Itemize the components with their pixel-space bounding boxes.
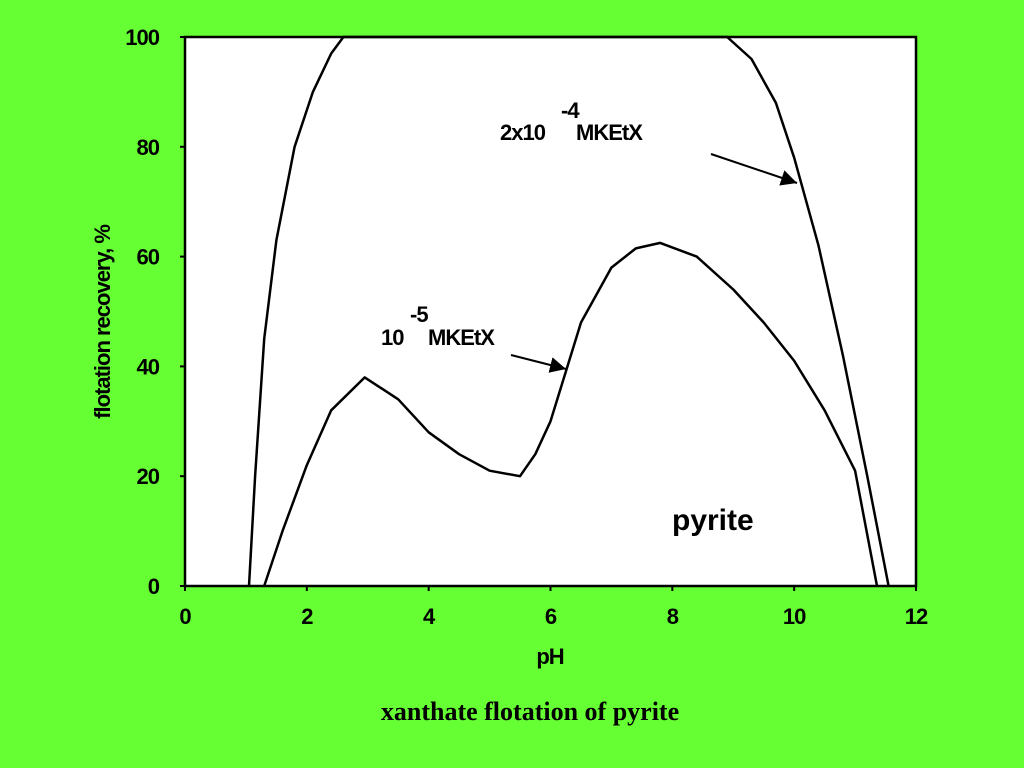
- arrow: [710, 153, 798, 186]
- annotation-exponent: -4: [561, 98, 580, 123]
- x-tick-label: 6: [545, 604, 557, 629]
- x-tick-label: 0: [179, 604, 191, 629]
- y-tick-label: 20: [137, 464, 160, 489]
- annotation-unit: MKEtX: [428, 325, 495, 350]
- x-tick-label: 12: [905, 604, 928, 629]
- x-tick-label: 2: [301, 604, 313, 629]
- annotation: pyrite: [672, 504, 754, 537]
- plot-area: [183, 35, 918, 588]
- y-tick-label: 80: [137, 135, 160, 160]
- x-tick-label: 8: [667, 604, 679, 629]
- x-tick-label: 10: [783, 604, 806, 629]
- x-tick-label: 4: [423, 604, 436, 629]
- arrow: [510, 354, 567, 373]
- annotation-exponent: -5: [410, 302, 428, 327]
- annotation-base: 10: [381, 325, 404, 350]
- plot: [247, 35, 890, 587]
- annotation-unit: MKEtX: [576, 120, 643, 145]
- line: [247, 35, 890, 587]
- y-tick-label: 60: [137, 245, 160, 270]
- y-tick-label: 100: [125, 25, 159, 50]
- x-axis-title: pH: [536, 644, 563, 669]
- caption: xanthate flotation of pyrite: [381, 697, 679, 726]
- line: [263, 241, 879, 587]
- y-axis-title: flotation recovery, %: [90, 225, 115, 419]
- y-tick-label: 0: [148, 574, 160, 599]
- y-tick-label: 40: [137, 354, 160, 379]
- annotation-base: 2x10: [500, 120, 546, 145]
